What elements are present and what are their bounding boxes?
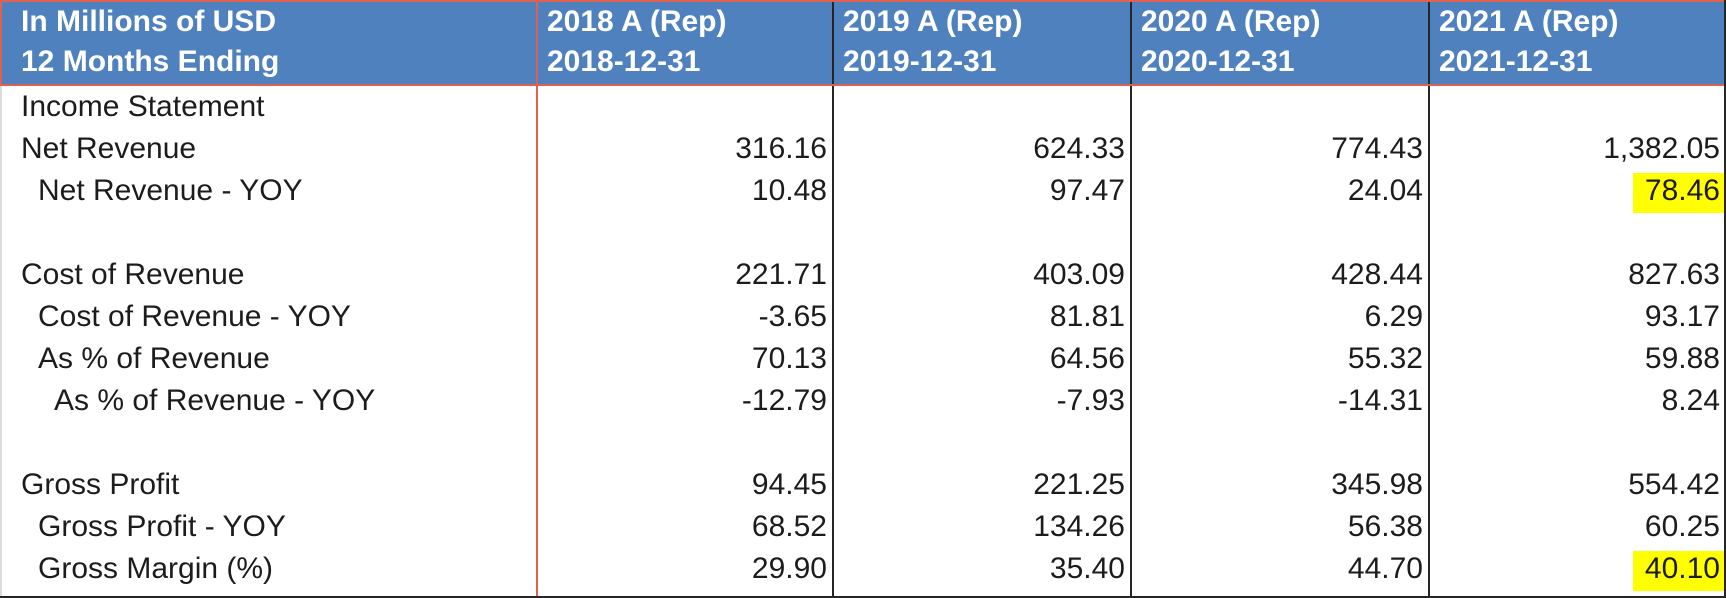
table-right-border xyxy=(1724,0,1726,598)
header-column-2018[interactable]: 2018 A (Rep) 2018-12-31 xyxy=(537,0,833,86)
cell-value[interactable]: 428.44 xyxy=(1331,258,1423,291)
cell-value[interactable]: 60.25 xyxy=(1644,510,1720,543)
cell-value[interactable]: 64.56 xyxy=(1049,342,1125,375)
cell-value[interactable]: 221.71 xyxy=(735,258,827,291)
row-label[interactable]: Net Revenue xyxy=(21,132,197,165)
table-row xyxy=(0,212,1726,254)
cell-value[interactable]: -14.31 xyxy=(1337,384,1423,417)
table-row: Cost of Revenue - YOY -3.65 81.81 6.29 93.17 xyxy=(0,296,1726,338)
row-label[interactable]: As % of Revenue - YOY xyxy=(54,384,376,417)
row-label[interactable]: Gross Profit xyxy=(21,468,180,501)
table-row: Gross Profit - YOY 68.52 134.26 56.38 60.25 xyxy=(0,506,1726,548)
cell-value[interactable]: -3.65 xyxy=(758,300,827,333)
column-title: 2020 A (Rep) xyxy=(1141,5,1321,38)
table-row: Net Revenue - YOY 10.48 97.47 24.04 78.46 xyxy=(0,170,1726,213)
cell-value[interactable]: 10.48 xyxy=(751,174,827,207)
highlighted-value: 40.10 xyxy=(1632,551,1724,591)
column-title: 2021 A (Rep) xyxy=(1439,5,1619,38)
header-left-border xyxy=(0,0,2,86)
cell-value[interactable]: 221.25 xyxy=(1033,468,1125,501)
cell-value[interactable]: 774.43 xyxy=(1331,132,1423,165)
row-label[interactable]: Cost of Revenue xyxy=(21,258,245,291)
cell-value[interactable]: 1,382.05 xyxy=(1603,132,1720,165)
header-column-2020[interactable]: 2020 A (Rep) 2020-12-31 xyxy=(1131,0,1429,86)
highlighted-value: 78.46 xyxy=(1632,173,1724,213)
cell-value[interactable]: 94.45 xyxy=(751,468,827,501)
cell-value[interactable]: 93.17 xyxy=(1644,300,1720,333)
header-column-2021[interactable]: 2021 A (Rep) 2021-12-31 xyxy=(1429,0,1726,86)
row-label[interactable]: Income Statement xyxy=(21,90,265,123)
table-row: As % of Revenue 70.13 64.56 55.32 59.88 xyxy=(0,338,1726,380)
table-bottom-border xyxy=(0,596,1726,598)
column-date: 2020-12-31 xyxy=(1141,45,1295,78)
column-date: 2019-12-31 xyxy=(843,45,997,78)
column-divider-black xyxy=(1428,0,1430,598)
cell-value[interactable]: 624.33 xyxy=(1033,132,1125,165)
cell-value[interactable]: 40.10 xyxy=(1429,551,1726,591)
header-label-cell[interactable]: In Millions of USD 12 Months Ending xyxy=(0,0,537,86)
body-left-border xyxy=(0,86,2,598)
cell-value[interactable]: -12.79 xyxy=(741,384,827,417)
row-label[interactable]: Gross Profit - YOY xyxy=(38,510,286,543)
cell-value[interactable]: 24.04 xyxy=(1347,174,1423,207)
column-date: 2021-12-31 xyxy=(1439,45,1593,78)
cell-value[interactable]: 345.98 xyxy=(1331,468,1423,501)
table-row: Net Revenue 316.16 624.33 774.43 1,382.05 xyxy=(0,128,1726,170)
cell-value[interactable]: 55.32 xyxy=(1347,342,1423,375)
table-row: Income Statement xyxy=(0,86,1726,128)
cell-value[interactable]: 403.09 xyxy=(1033,258,1125,291)
table-body: Income Statement Net Revenue 316.16 624.33 7… xyxy=(0,86,1726,596)
cell-value[interactable]: 97.47 xyxy=(1049,174,1125,207)
cell-value[interactable]: 56.38 xyxy=(1347,510,1423,543)
cell-value[interactable]: 8.24 xyxy=(1661,384,1720,417)
column-divider-black xyxy=(1130,0,1132,598)
header-column-2019[interactable]: 2019 A (Rep) 2019-12-31 xyxy=(833,0,1131,86)
cell-value[interactable]: 554.42 xyxy=(1628,468,1720,501)
cell-value[interactable]: 827.63 xyxy=(1628,258,1720,291)
cell-value[interactable]: -7.93 xyxy=(1056,384,1125,417)
cell-value[interactable]: 78.46 xyxy=(1429,173,1726,213)
table-row xyxy=(0,422,1726,464)
column-title: 2018 A (Rep) xyxy=(547,5,727,38)
cell-value[interactable]: 35.40 xyxy=(1049,552,1125,585)
cell-value[interactable]: 70.13 xyxy=(751,342,827,375)
cell-value[interactable]: 68.52 xyxy=(751,510,827,543)
cell-value[interactable]: 6.29 xyxy=(1364,300,1423,333)
row-label[interactable]: Net Revenue - YOY xyxy=(38,174,303,207)
cell-value[interactable]: 44.70 xyxy=(1347,552,1423,585)
units-label: In Millions of USD xyxy=(21,5,276,38)
column-divider-red xyxy=(536,0,538,598)
period-ending-label: 12 Months Ending xyxy=(21,45,280,78)
cell-value[interactable]: 316.16 xyxy=(735,132,827,165)
table-row: Gross Profit 94.45 221.25 345.98 554.42 xyxy=(0,464,1726,506)
column-date: 2018-12-31 xyxy=(547,45,701,78)
table-row: Cost of Revenue 221.71 403.09 428.44 827.63 xyxy=(0,254,1726,296)
cell-value[interactable]: 81.81 xyxy=(1049,300,1125,333)
cell-value[interactable]: 134.26 xyxy=(1033,510,1125,543)
row-label[interactable]: Gross Margin (%) xyxy=(38,552,274,585)
header-bottom-border xyxy=(0,84,1726,86)
table-row: As % of Revenue - YOY -12.79 -7.93 -14.31 8.… xyxy=(0,380,1726,422)
row-label[interactable]: As % of Revenue xyxy=(38,342,270,375)
column-title: 2019 A (Rep) xyxy=(843,5,1023,38)
cell-value[interactable]: 29.90 xyxy=(751,552,827,585)
table-header-row: In Millions of USD 12 Months Ending 2018… xyxy=(0,0,1726,86)
cell-value[interactable]: 59.88 xyxy=(1644,342,1720,375)
row-label[interactable]: Cost of Revenue - YOY xyxy=(38,300,351,333)
table-row: Gross Margin (%) 29.90 35.40 44.70 40.10 xyxy=(0,548,1726,591)
column-divider-black xyxy=(832,0,834,598)
table-top-border xyxy=(0,0,1726,2)
